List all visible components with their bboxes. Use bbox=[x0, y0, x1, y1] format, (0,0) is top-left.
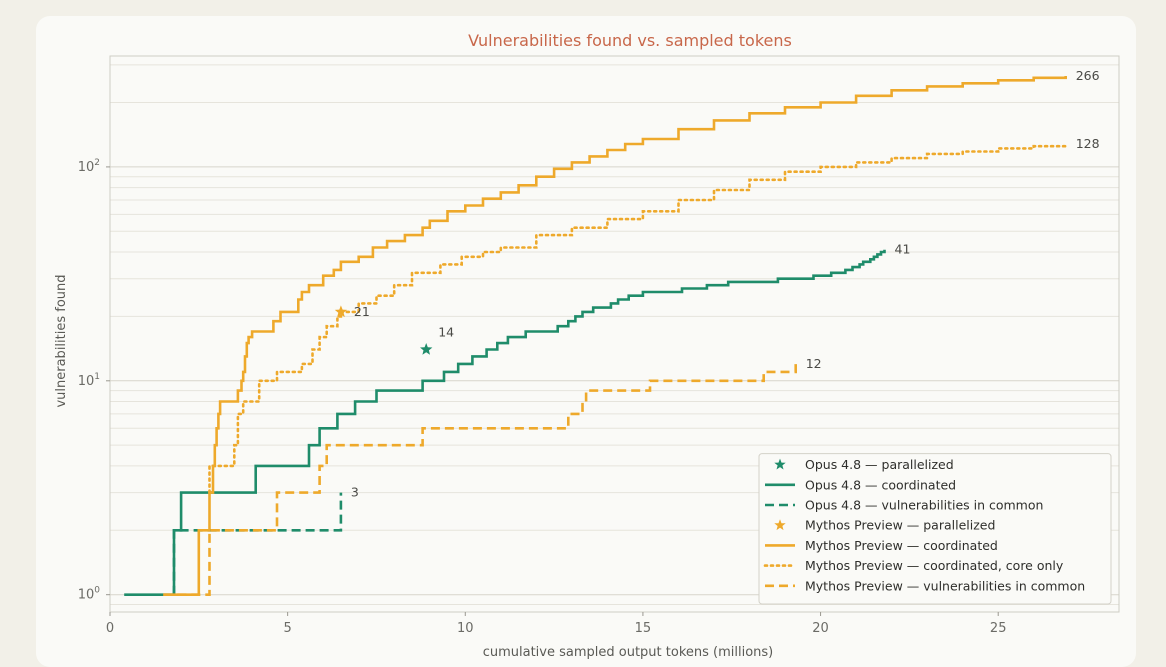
series-end-label: 266 bbox=[1076, 68, 1100, 83]
chart-card: Vulnerabilities found vs. sampled tokens… bbox=[36, 16, 1136, 667]
x-tick-label: 0 bbox=[106, 621, 114, 636]
legend-entry-label: Mythos Preview — coordinated, core only bbox=[805, 558, 1064, 573]
grid-lines bbox=[110, 64, 1119, 605]
marker-star-0 bbox=[420, 343, 433, 355]
series-end-label: 12 bbox=[806, 356, 822, 371]
series-end-label: 3 bbox=[351, 485, 359, 500]
series-end-label: 41 bbox=[895, 242, 911, 257]
legend: Opus 4.8 — parallelized Opus 4.8 — coordi… bbox=[758, 453, 1112, 605]
series-line-0 bbox=[124, 249, 886, 596]
x-tick-label: 20 bbox=[812, 621, 829, 636]
marker-label: 14 bbox=[438, 325, 454, 340]
marker-label: 21 bbox=[354, 304, 370, 319]
plot-frame bbox=[109, 55, 1120, 613]
chart-svg: Vulnerabilities found vs. sampled tokens… bbox=[54, 31, 1120, 660]
y-axis-ticks: 100 101 102 bbox=[78, 158, 110, 603]
series-line-2 bbox=[163, 76, 1067, 596]
y-tick-label: 100 bbox=[78, 586, 101, 603]
legend-entry-label: Mythos Preview — vulnerabilities in comm… bbox=[805, 578, 1085, 593]
legend-entry-label: Opus 4.8 — coordinated bbox=[805, 477, 956, 492]
series-line-4 bbox=[163, 363, 797, 596]
end-labels: 41 3 266 128 12 14 21 bbox=[351, 68, 1100, 500]
y-tick-label: 101 bbox=[78, 372, 100, 389]
x-tick-label: 15 bbox=[635, 621, 652, 636]
x-tick-label: 25 bbox=[990, 621, 1007, 636]
x-axis-ticks: 0 5 10 15 20 25 bbox=[106, 612, 1007, 636]
legend-entry-label: Mythos Preview — parallelized bbox=[805, 518, 995, 533]
y-tick-label: 102 bbox=[78, 158, 100, 175]
legend-entry-label: Opus 4.8 — vulnerabilities in common bbox=[805, 498, 1043, 513]
x-tick-label: 10 bbox=[457, 621, 474, 636]
legend-box bbox=[758, 453, 1112, 605]
y-axis-title: vulnerabilities found bbox=[54, 274, 69, 407]
marker-star-1 bbox=[334, 305, 348, 318]
x-axis-title: cumulative sampled output tokens (millio… bbox=[483, 645, 774, 660]
legend-star-icon bbox=[774, 519, 786, 531]
legend-entry-label: Opus 4.8 — parallelized bbox=[805, 457, 954, 472]
series-layer bbox=[124, 76, 1067, 596]
legend-star-icon bbox=[774, 458, 786, 470]
markers-layer bbox=[334, 305, 433, 355]
legend-entry-label: Mythos Preview — coordinated bbox=[805, 538, 998, 553]
chart-title: Vulnerabilities found vs. sampled tokens bbox=[468, 31, 792, 50]
x-tick-label: 5 bbox=[284, 621, 292, 636]
series-line-3 bbox=[208, 142, 1067, 494]
series-end-label: 128 bbox=[1076, 136, 1100, 151]
